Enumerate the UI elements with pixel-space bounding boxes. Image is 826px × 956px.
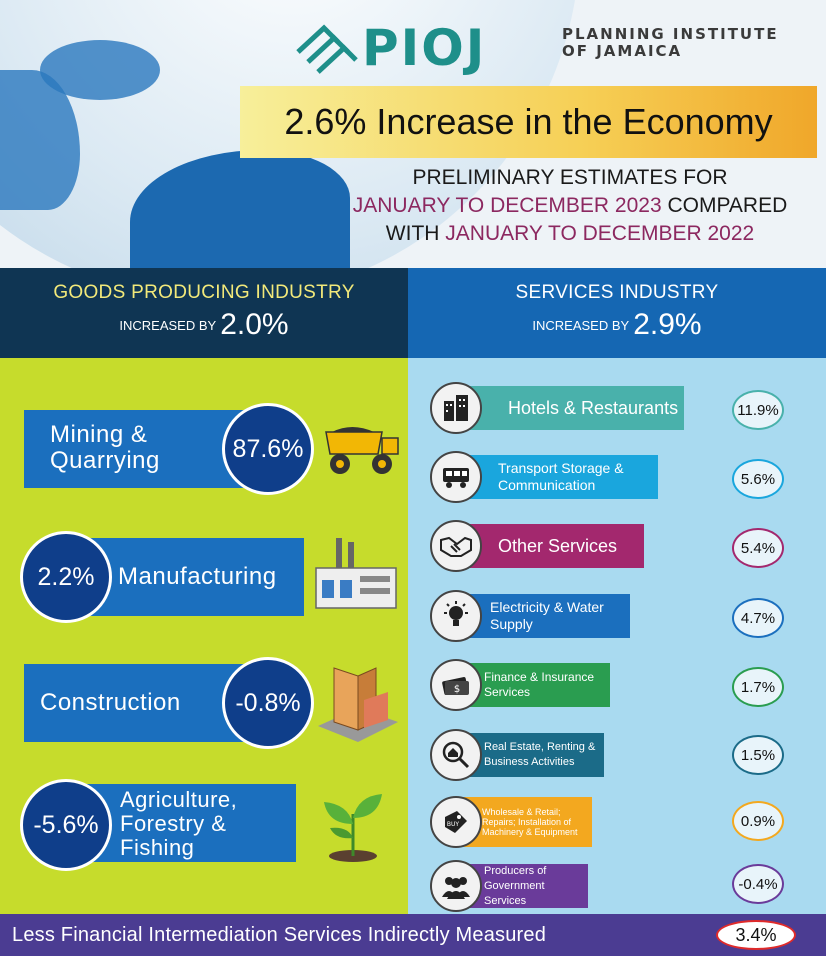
pioj-logo-icon [296, 24, 358, 74]
title-banner: 2.6% Increase in the Economy [240, 86, 817, 158]
svg-text:$: $ [454, 684, 460, 695]
hotel-icon [430, 382, 482, 434]
goods-item-label: Agriculture, Forestry & Fishing [120, 787, 238, 860]
goods-item-mining [24, 410, 244, 488]
building-icon [318, 667, 398, 742]
services-item-transport: Transport Storage & Communication [456, 455, 658, 499]
goods-item-value: 87.6% [222, 403, 314, 495]
goods-item-value: -5.6% [20, 779, 112, 871]
train-icon [430, 451, 482, 503]
services-item-value: 1.7% [732, 667, 784, 707]
services-item-value: 5.6% [732, 459, 784, 499]
factory-icon [315, 538, 397, 609]
goods-item-value: -0.8% [222, 657, 314, 749]
services-item-value: 0.9% [732, 801, 784, 841]
people-icon [430, 860, 482, 912]
services-item-value: 1.5% [732, 735, 784, 775]
services-item-hotels: Hotels & Restaurants [456, 386, 684, 430]
services-item-other: Other Services [456, 524, 644, 568]
period-2022: JANUARY TO DECEMBER 2022 [445, 222, 755, 245]
header: PIOJ PLANNING INSTITUTE OF JAMAICA 2.6% … [0, 0, 826, 268]
services-item-electricity: Electricity & Water Supply [456, 594, 630, 638]
goods-item-label: Manufacturing [118, 563, 277, 590]
price-tag-icon: BUY [430, 796, 482, 848]
goods-item-value: 2.2% [20, 531, 112, 623]
svg-text:BUY: BUY [447, 821, 460, 828]
handshake-icon [430, 520, 482, 572]
services-item-value: 11.9% [732, 390, 784, 430]
goods-header: GOODS PRODUCING INDUSTRY INCREASED BY 2.0… [0, 268, 408, 358]
period-2023: JANUARY TO DECEMBER 2023 [352, 194, 662, 217]
services-item-finance: Finance & Insurance Services [456, 663, 610, 707]
goods-title: GOODS PRODUCING INDUSTRY [53, 282, 355, 303]
dump-truck-icon [325, 427, 399, 474]
services-item-value: -0.4% [732, 864, 784, 904]
house-search-icon [430, 729, 482, 781]
services-item-value: 5.4% [732, 528, 784, 568]
footer-value: 3.4% [716, 920, 796, 950]
services-item-value: 4.7% [732, 598, 784, 638]
goods-item-label: Construction [40, 689, 181, 716]
subtitle: PRELIMINARY ESTIMATES FOR JANUARY TO DEC… [352, 166, 788, 245]
services-header: SERVICES INDUSTRY INCREASED BY 2.9% [408, 268, 826, 358]
footer: Less Financial Intermediation Services I… [0, 914, 826, 956]
pioj-logo: PIOJ [294, 19, 487, 77]
page-title: 2.6% Increase in the Economy [284, 101, 773, 142]
goods-item-label: Mining & Quarrying [50, 421, 160, 474]
money-icon: $ [430, 659, 482, 711]
footer-label: Less Financial Intermediation Services I… [12, 923, 547, 946]
logo-wordmark: PIOJ [362, 19, 487, 77]
services-item-government: Producers of Government Services [456, 864, 588, 908]
services-title: SERVICES INDUSTRY [515, 282, 719, 303]
lightbulb-icon [430, 590, 482, 642]
goods-increase-value: 2.0% [220, 308, 289, 341]
sprout-icon [324, 794, 382, 862]
services-increase-value: 2.9% [633, 308, 702, 341]
logo-subtitle: PLANNING INSTITUTE OF JAMAICA [562, 25, 779, 60]
